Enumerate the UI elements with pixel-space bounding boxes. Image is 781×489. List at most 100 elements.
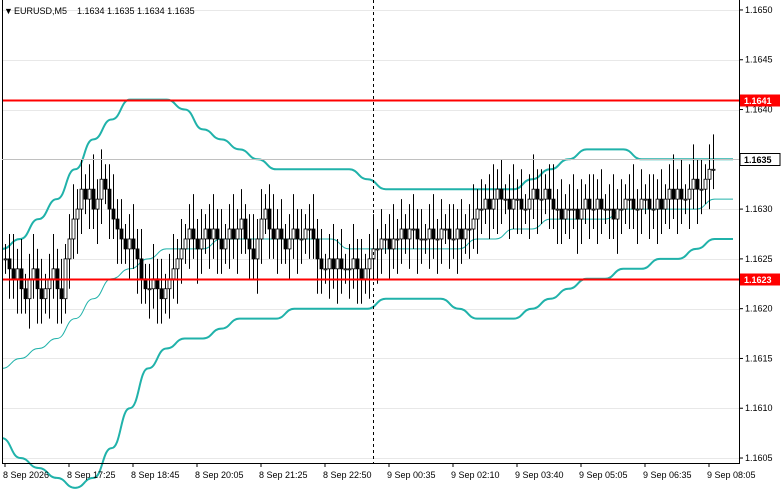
candle-body <box>351 258 356 270</box>
candle <box>123 224 128 264</box>
candle <box>291 194 296 259</box>
candle-body <box>339 258 344 270</box>
horizontal-levels[interactable] <box>2 99 739 281</box>
candle-body <box>415 228 420 240</box>
candle <box>547 164 552 230</box>
candle <box>659 169 664 234</box>
candle-body <box>271 228 276 240</box>
x-tick-label: 8 Sep 2026 <box>3 470 49 480</box>
x-tick-label: 9 Sep 08:05 <box>707 470 756 480</box>
candle-body <box>515 198 520 201</box>
candle <box>631 164 636 230</box>
candle <box>431 194 436 259</box>
candle-body <box>431 228 436 240</box>
y-tick-label: 1.1645 <box>745 55 773 65</box>
candle-body <box>363 268 368 280</box>
candle-body <box>255 238 260 260</box>
candle-body <box>287 238 292 250</box>
candle <box>99 149 104 225</box>
candle <box>691 144 696 210</box>
candle <box>223 224 228 264</box>
candle <box>423 224 428 254</box>
candle-body <box>711 168 716 171</box>
candle-body <box>543 188 548 200</box>
candle <box>295 209 300 274</box>
candle-body <box>531 188 536 200</box>
bollinger-upper-line <box>1 98 733 250</box>
candle <box>83 174 88 215</box>
candle <box>195 219 200 284</box>
candle-body <box>527 198 532 210</box>
candle <box>427 204 432 269</box>
candle-body <box>343 268 348 271</box>
x-tick-label: 8 Sep 17:25 <box>67 470 116 480</box>
candle-body <box>7 258 12 270</box>
candle-body <box>391 238 396 250</box>
candle-body <box>171 268 176 280</box>
candle-body <box>175 258 180 270</box>
candle <box>79 159 84 234</box>
candle-body <box>559 208 564 220</box>
candle <box>303 214 308 254</box>
candle-body <box>3 258 8 261</box>
candle <box>487 174 492 239</box>
candle <box>667 164 672 230</box>
candle-body <box>59 288 64 300</box>
bollinger-bands <box>1 98 733 489</box>
candle-body <box>655 198 660 210</box>
candle-body <box>299 238 304 241</box>
candle-body <box>79 188 84 210</box>
candle <box>499 159 504 225</box>
x-tick-label: 8 Sep 22:50 <box>323 470 372 480</box>
candle-body <box>395 238 400 241</box>
candle-body <box>583 198 588 210</box>
candle <box>183 224 188 264</box>
candle-body <box>555 208 560 211</box>
candle-body <box>683 198 688 201</box>
candle <box>399 199 404 264</box>
candle-body <box>499 188 504 200</box>
candle <box>91 154 96 230</box>
candle-body <box>563 208 568 220</box>
candle <box>319 229 324 294</box>
candle-body <box>83 188 88 200</box>
candle-body <box>535 188 540 200</box>
candle <box>351 224 356 289</box>
ohlc-readout: 1.1634 1.1635 1.1634 1.1635 <box>77 6 195 16</box>
candle-body <box>259 218 264 240</box>
candle-body <box>611 208 616 220</box>
candle-body <box>119 228 124 240</box>
y-tick-label: 1.1630 <box>745 204 773 214</box>
bollinger-lower-line <box>1 238 733 489</box>
candle-body <box>27 278 32 300</box>
candle <box>215 209 220 274</box>
candle-body <box>327 258 332 270</box>
y-tick-label: 1.1620 <box>745 304 773 314</box>
candle-body <box>315 238 320 260</box>
candle-body <box>367 258 372 270</box>
candle <box>271 194 276 259</box>
candle-body <box>355 258 360 270</box>
dropdown-arrow-icon[interactable]: ▼ <box>4 6 13 16</box>
candle-body <box>467 228 472 231</box>
candle <box>387 214 392 279</box>
candle-body <box>67 238 72 260</box>
candle <box>675 169 680 234</box>
candle <box>207 204 212 269</box>
candle-body <box>191 228 196 240</box>
candle-body <box>599 198 604 210</box>
candle-body <box>439 228 444 240</box>
candle <box>535 169 540 234</box>
candle <box>587 174 592 239</box>
candle-body <box>595 198 600 210</box>
candle <box>287 214 292 279</box>
candle <box>615 189 620 254</box>
y-tick-label: 1.1605 <box>745 453 773 463</box>
candle <box>283 224 288 264</box>
candle <box>435 219 440 274</box>
candle-body <box>619 208 624 211</box>
candle <box>571 174 576 230</box>
candle-body <box>547 188 552 200</box>
candle-body <box>71 218 76 240</box>
